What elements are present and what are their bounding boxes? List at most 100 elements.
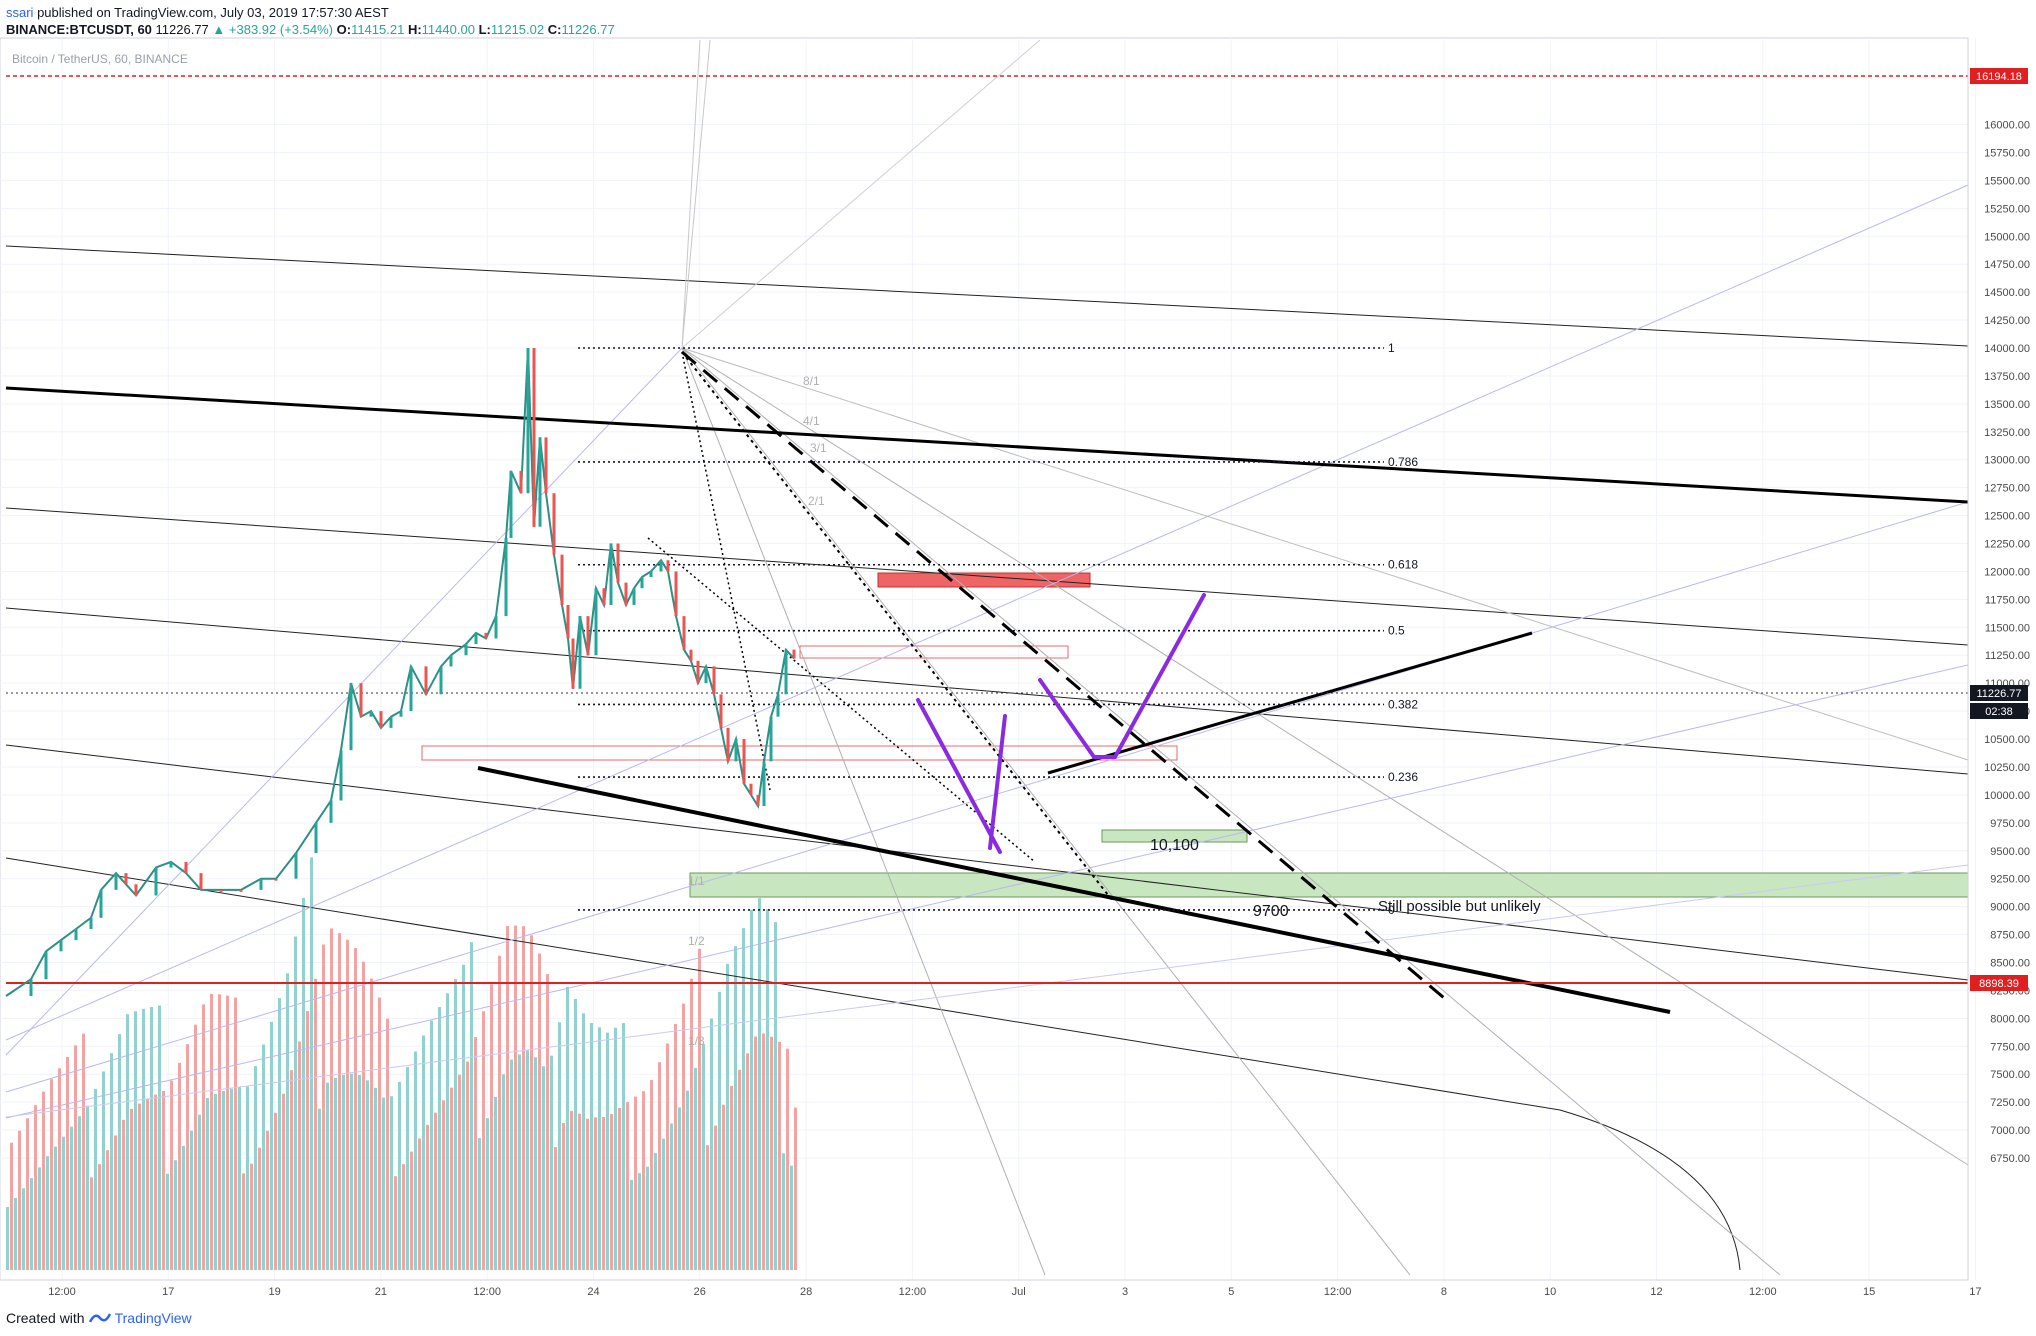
- volume-bar: [646, 1166, 649, 1270]
- volume-bar: [178, 1062, 181, 1270]
- close-label: C:: [547, 22, 562, 37]
- volume-bar: [478, 1138, 481, 1270]
- x-tick-label: 21: [375, 1286, 387, 1298]
- volume-bar: [630, 1179, 633, 1270]
- fan-line: [5, 664, 1969, 1119]
- y-tick-label: 7500.00: [1990, 1069, 2030, 1081]
- volume-bar: [386, 1018, 389, 1270]
- volume-bar: [694, 1067, 697, 1270]
- candle: [439, 666, 443, 695]
- volume-bar: [230, 1088, 233, 1270]
- volume-bar: [322, 944, 325, 1270]
- volume-bar: [514, 925, 517, 1270]
- volume-bar: [526, 1050, 529, 1270]
- fan-label: 1/2: [688, 934, 705, 948]
- volume-bar: [18, 1130, 21, 1270]
- volume-bar: [142, 1008, 145, 1270]
- volume-bar: [734, 946, 737, 1270]
- volume-bar: [670, 1123, 673, 1270]
- volume-bar: [66, 1056, 69, 1270]
- y-tick-label: 10500.00: [1984, 734, 2030, 746]
- projection-path: [1038, 593, 1206, 759]
- y-tick-label: 15000.00: [1984, 231, 2030, 243]
- chart-legend-title: Bitcoin / TetherUS, 60, BINANCE: [12, 52, 188, 66]
- fan-line: [681, 39, 701, 349]
- y-tick-label: 8000.00: [1990, 1013, 2030, 1025]
- candle: [749, 783, 753, 795]
- volume-bar: [582, 1013, 585, 1270]
- publisher-name[interactable]: ssari: [6, 5, 34, 20]
- fib-level-label: 0.236: [1388, 770, 1418, 784]
- candle: [578, 616, 582, 689]
- candle: [552, 493, 556, 555]
- y-tick-label: 7250.00: [1990, 1097, 2030, 1109]
- volume-bar: [154, 1094, 157, 1270]
- volume-bar: [166, 1173, 169, 1270]
- fib-level-label: 0.786: [1388, 455, 1418, 469]
- volume-bar: [30, 1178, 33, 1270]
- y-tick-label: 13000.00: [1984, 455, 2030, 467]
- volume-bar: [690, 978, 693, 1270]
- volume-bar: [266, 1130, 269, 1270]
- candle: [712, 666, 716, 695]
- candle: [602, 588, 606, 605]
- volume-bar: [370, 978, 373, 1270]
- volume-bar: [246, 1086, 249, 1270]
- volume-bar: [510, 1059, 513, 1270]
- countdown-text: 02:38: [1985, 706, 2013, 718]
- volume-bar: [62, 1136, 65, 1270]
- volume-bar: [274, 1112, 277, 1270]
- symbol-label: BINANCE:BTCUSDT, 60: [6, 22, 152, 37]
- volume-bar: [594, 1117, 597, 1270]
- volume-bar: [306, 1011, 309, 1270]
- volume-bar: [186, 1044, 189, 1270]
- fan-line: [681, 347, 1046, 1276]
- volume-bar: [346, 939, 349, 1270]
- price-axis[interactable]: 16000.00 15750.00 15500.00 15250.00 15000.00…: [1984, 120, 2030, 1165]
- volume-bar: [778, 1041, 781, 1270]
- fib-retracement: 1 0.786 0.618 0.5 0.382 0.236 0: [578, 341, 1418, 917]
- y-tick-label: 10250.00: [1984, 762, 2030, 774]
- volume-bar: [458, 1074, 461, 1270]
- volume-bar: [182, 1145, 185, 1270]
- candle: [359, 683, 363, 717]
- volume-bar: [334, 1077, 337, 1270]
- candle: [369, 711, 373, 717]
- volume-bar: [58, 1068, 61, 1270]
- close-value: 11226.77: [561, 22, 615, 37]
- candle: [666, 560, 670, 572]
- volume-bar: [258, 1147, 261, 1270]
- fan-label: 8/1: [803, 374, 820, 388]
- x-tick-label: 26: [694, 1286, 706, 1298]
- candle: [719, 694, 723, 728]
- fan-label: 1/3: [688, 1034, 705, 1048]
- candle: [329, 800, 333, 823]
- y-tick-label: 9750.00: [1990, 818, 2030, 830]
- volume-bar: [330, 928, 333, 1270]
- y-tick-label: 9250.00: [1990, 874, 2030, 886]
- tradingview-brand[interactable]: TradingView: [114, 1310, 192, 1326]
- volume-bar: [162, 1090, 165, 1270]
- volume-bar: [658, 1062, 661, 1270]
- volume-bar: [130, 1108, 133, 1270]
- candle: [59, 940, 63, 952]
- volume-bar: [766, 909, 769, 1270]
- candle: [769, 716, 773, 762]
- channel-line: [5, 744, 1969, 981]
- bottom-price-text: 8898.39: [1979, 978, 2019, 990]
- volume-bar: [78, 1116, 81, 1270]
- fan-line: [681, 347, 1969, 761]
- last-value: 11226.77: [155, 22, 209, 37]
- candle: [519, 470, 523, 494]
- y-tick-label: 7000.00: [1990, 1125, 2030, 1137]
- time-axis[interactable]: 12:00 17 19 21 12:00 24 26 28 12:00 Jul 3 5 12:00 8 10…: [48, 1286, 2036, 1298]
- volume-bar: [26, 1118, 29, 1270]
- candle: [682, 616, 686, 650]
- footer: Created with TradingView: [6, 1310, 192, 1326]
- volume-bar: [606, 1032, 609, 1270]
- volume-bar: [382, 1097, 385, 1270]
- volume-bar: [70, 1126, 73, 1270]
- x-tick-label: 24: [587, 1286, 599, 1298]
- candle: [294, 852, 298, 879]
